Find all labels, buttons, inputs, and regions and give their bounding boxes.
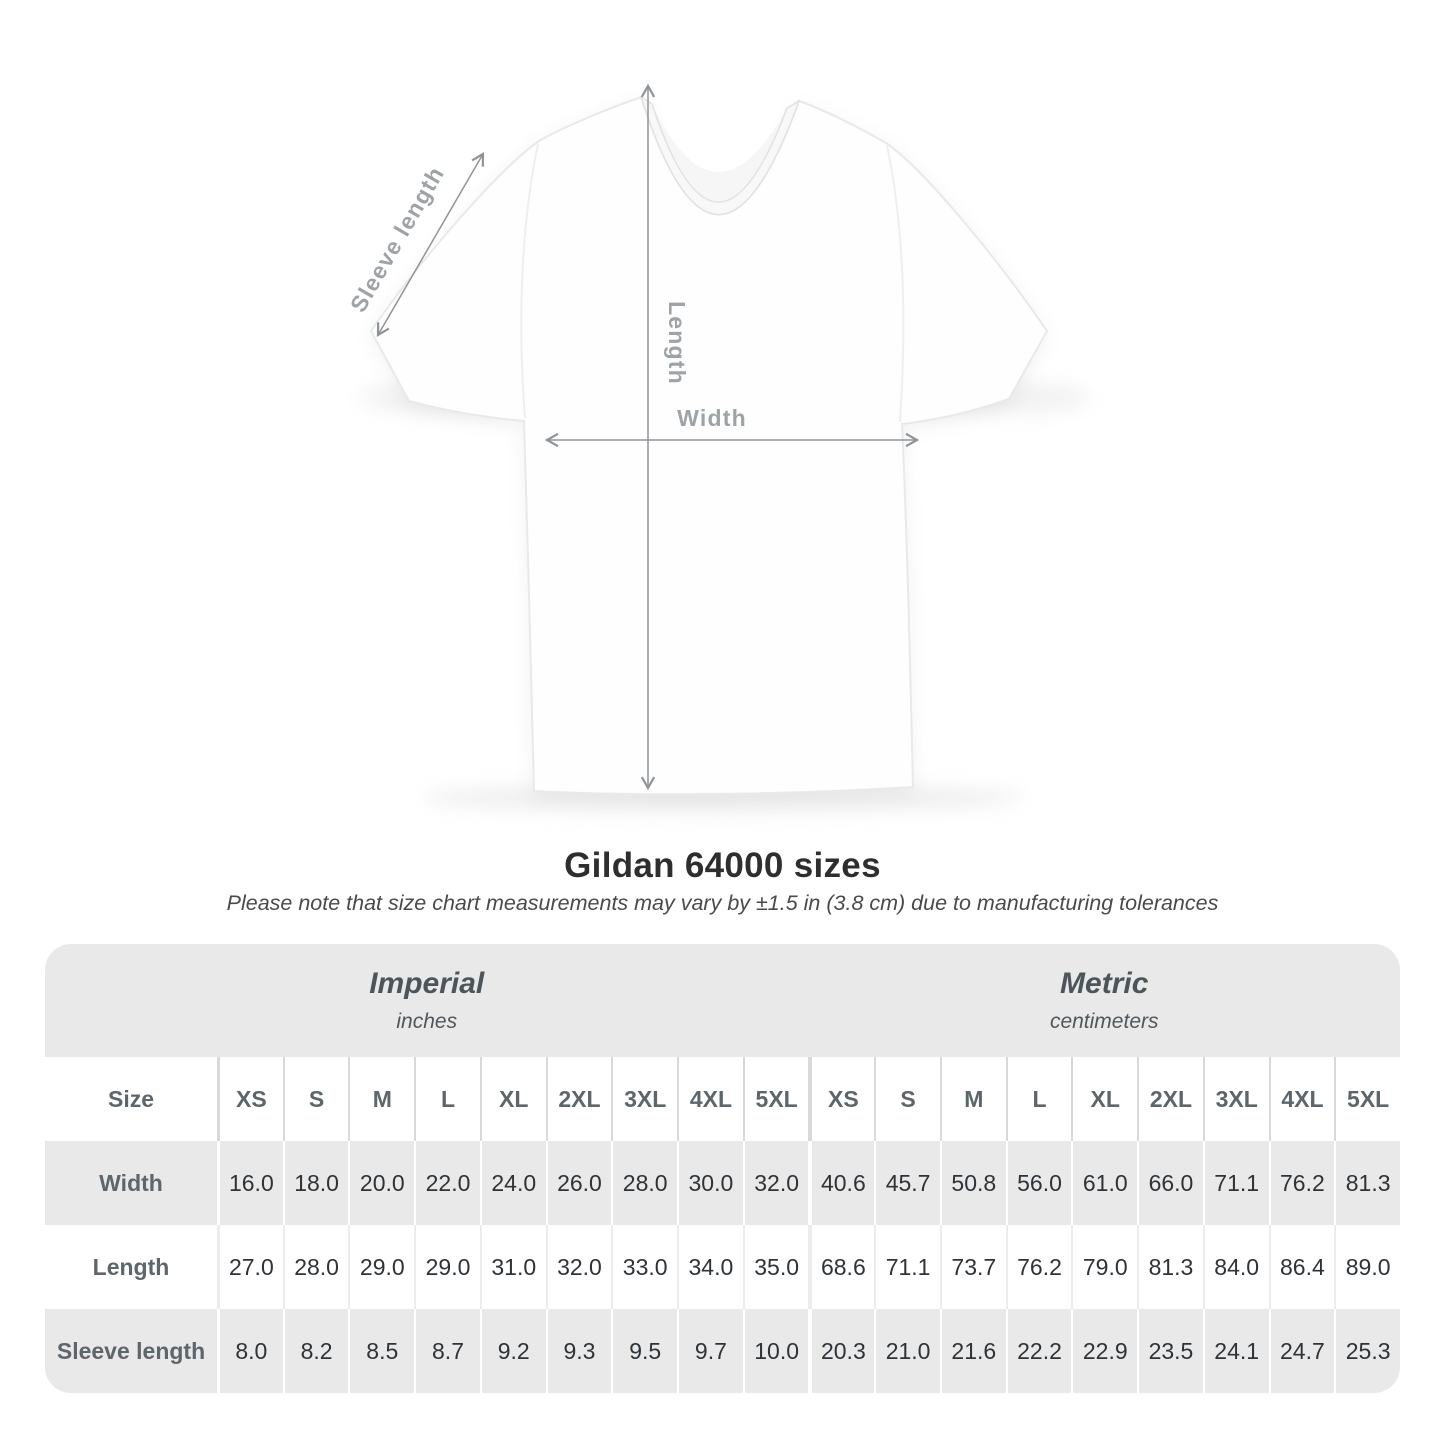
page-title: Gildan 64000 sizes [564, 846, 881, 885]
size-header-cell: 5XL [1334, 1057, 1400, 1141]
data-cell: 21.6 [939, 1309, 1006, 1393]
data-cell: 8.7 [414, 1309, 480, 1393]
tshirt-illustration [369, 95, 1049, 796]
data-cell: 76.2 [1005, 1225, 1072, 1309]
size-header-cell: M [939, 1057, 1006, 1141]
size-header-cell: 4XL [1268, 1057, 1335, 1141]
neck-opening [652, 104, 787, 203]
data-cell: 86.4 [1268, 1225, 1335, 1309]
data-cell: 31.0 [479, 1225, 546, 1309]
data-cell: 79.0 [1071, 1225, 1138, 1309]
row-label: Length [45, 1225, 217, 1309]
metric-unit-label: centimeters [1049, 1010, 1159, 1033]
size-header-cell: XL [479, 1057, 546, 1141]
data-cell: 18.0 [282, 1141, 349, 1225]
data-cell: 40.6 [808, 1141, 875, 1225]
imperial-label: Imperial [369, 967, 485, 1000]
imperial-unit-label: inches [396, 1010, 458, 1033]
data-cell: 89.0 [1334, 1225, 1400, 1309]
size-header-cell: S [874, 1057, 940, 1141]
data-cell: 32.0 [545, 1225, 612, 1309]
data-cell: 23.5 [1137, 1309, 1203, 1393]
data-cell: 76.2 [1268, 1141, 1335, 1225]
imperial-group-header: Imperial inches [45, 944, 809, 1057]
data-cell: 8.2 [282, 1309, 349, 1393]
data-cell: 8.5 [348, 1309, 415, 1393]
data-cell: 71.1 [1202, 1141, 1269, 1225]
length-label: Length [664, 301, 690, 385]
data-cell: 9.3 [545, 1309, 612, 1393]
data-cell: 50.8 [939, 1141, 1006, 1225]
data-cell: 8.0 [217, 1309, 283, 1393]
data-cell: 30.0 [677, 1141, 743, 1225]
data-cell: 22.2 [1005, 1309, 1072, 1393]
collar [639, 95, 801, 216]
size-header-cell: L [414, 1057, 480, 1141]
size-header-cell: XS [808, 1057, 875, 1141]
data-cell: 34.0 [677, 1225, 743, 1309]
right-sleeve-seam [886, 145, 905, 423]
data-cell: 9.5 [611, 1309, 678, 1393]
tolerance-note: Please note that size chart measurements… [226, 891, 1219, 915]
data-cell: 9.2 [479, 1309, 546, 1393]
size-header-cell: XL [1071, 1057, 1138, 1141]
size-table: Imperial inches Metric centimeters Size X… [45, 944, 1400, 1393]
data-cell: 33.0 [611, 1225, 678, 1309]
data-cell: 22.9 [1071, 1309, 1138, 1393]
data-cell: 21.0 [874, 1309, 940, 1393]
row-label: Width [45, 1141, 217, 1225]
data-cell: 66.0 [1137, 1141, 1203, 1225]
left-sleeve-seam [520, 143, 539, 419]
data-cell: 25.3 [1334, 1309, 1400, 1393]
data-cell: 20.3 [808, 1309, 875, 1393]
size-header-cell: M [348, 1057, 415, 1141]
measurement-arrows [376, 83, 920, 791]
size-header-cell: L [1005, 1057, 1072, 1141]
data-cell: 81.3 [1137, 1225, 1203, 1309]
data-cell: 71.1 [874, 1225, 940, 1309]
data-cell: 81.3 [1334, 1141, 1400, 1225]
sleeve-length-arrow [376, 152, 485, 337]
size-header-cell: XS [217, 1057, 283, 1141]
size-header-cell: 3XL [611, 1057, 678, 1141]
data-cell: 20.0 [348, 1141, 415, 1225]
size-column-header: Size [45, 1057, 217, 1141]
data-cell: 22.0 [414, 1141, 480, 1225]
data-cell: 9.7 [677, 1309, 743, 1393]
data-cell: 68.6 [808, 1225, 875, 1309]
data-cell: 10.0 [742, 1309, 809, 1393]
data-cell: 56.0 [1005, 1141, 1072, 1225]
data-cell: 16.0 [217, 1141, 283, 1225]
size-header-cell: 2XL [545, 1057, 612, 1141]
data-cell: 61.0 [1071, 1141, 1138, 1225]
data-cell: 29.0 [414, 1225, 480, 1309]
size-header-cell: 5XL [742, 1057, 809, 1141]
data-cell: 84.0 [1202, 1225, 1269, 1309]
size-header-cell: S [282, 1057, 349, 1141]
data-cell: 35.0 [742, 1225, 809, 1309]
data-cell: 73.7 [939, 1225, 1006, 1309]
data-cell: 32.0 [742, 1141, 809, 1225]
data-cell: 24.7 [1268, 1309, 1335, 1393]
tshirt-measurement-diagram: Sleeve length Length Width [345, 83, 1090, 813]
size-header-cell: 2XL [1137, 1057, 1203, 1141]
data-cell: 29.0 [348, 1225, 415, 1309]
data-cell: 24.0 [479, 1141, 546, 1225]
metric-group-header: Metric centimeters [808, 944, 1400, 1057]
data-cell: 26.0 [545, 1141, 612, 1225]
size-header-cell: 3XL [1202, 1057, 1269, 1141]
size-header-cell: 4XL [677, 1057, 743, 1141]
data-cell: 24.1 [1202, 1309, 1269, 1393]
data-cell: 45.7 [874, 1141, 940, 1225]
row-label: Sleeve length [45, 1309, 217, 1393]
data-cell: 27.0 [217, 1225, 283, 1309]
metric-label: Metric [1060, 967, 1149, 1000]
data-cell: 28.0 [611, 1141, 678, 1225]
data-cell: 28.0 [282, 1225, 349, 1309]
width-label: Width [677, 405, 747, 431]
